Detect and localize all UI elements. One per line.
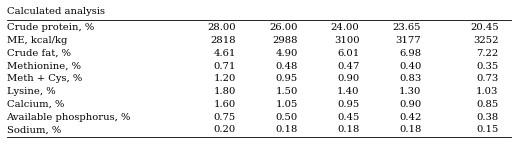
Text: 0.45: 0.45 [337, 113, 359, 122]
Text: Calculated analysis: Calculated analysis [7, 7, 105, 16]
Text: 0.18: 0.18 [337, 125, 359, 134]
Text: 3252: 3252 [473, 36, 499, 45]
Text: 0.38: 0.38 [477, 113, 499, 122]
Text: 0.20: 0.20 [213, 125, 236, 134]
Text: Methionine, %: Methionine, % [7, 62, 80, 70]
Text: Meth + Cys, %: Meth + Cys, % [7, 74, 82, 83]
Text: 24.00: 24.00 [330, 23, 359, 32]
Text: 6.98: 6.98 [399, 49, 421, 58]
Text: 1.30: 1.30 [399, 87, 421, 96]
Text: 3177: 3177 [396, 36, 421, 45]
Text: 0.50: 0.50 [276, 113, 298, 122]
Text: 1.60: 1.60 [213, 100, 236, 109]
Text: 0.18: 0.18 [399, 125, 421, 134]
Text: 28.00: 28.00 [207, 23, 236, 32]
Text: Crude fat, %: Crude fat, % [7, 49, 70, 58]
Text: 26.00: 26.00 [269, 23, 298, 32]
Text: 23.65: 23.65 [393, 23, 421, 32]
Text: 0.35: 0.35 [477, 62, 499, 70]
Text: 4.90: 4.90 [275, 49, 298, 58]
Text: 0.73: 0.73 [477, 74, 499, 83]
Text: 0.71: 0.71 [213, 62, 236, 70]
Text: 20.45: 20.45 [470, 23, 499, 32]
Text: 7.22: 7.22 [477, 49, 499, 58]
Text: Calcium, %: Calcium, % [7, 100, 64, 109]
Text: ME, kcal/kg: ME, kcal/kg [7, 36, 67, 45]
Text: 0.90: 0.90 [399, 100, 421, 109]
Text: 0.42: 0.42 [399, 113, 421, 122]
Text: 1.80: 1.80 [213, 87, 236, 96]
Text: Lysine, %: Lysine, % [7, 87, 55, 96]
Text: Crude protein, %: Crude protein, % [7, 23, 94, 32]
Text: 1.50: 1.50 [275, 87, 298, 96]
Text: 0.40: 0.40 [399, 62, 421, 70]
Text: 0.18: 0.18 [275, 125, 298, 134]
Text: 6.01: 6.01 [337, 49, 359, 58]
Text: 0.48: 0.48 [275, 62, 298, 70]
Text: 0.90: 0.90 [337, 74, 359, 83]
Text: 1.40: 1.40 [337, 87, 359, 96]
Text: Available phosphorus, %: Available phosphorus, % [7, 113, 131, 122]
Text: 2988: 2988 [272, 36, 298, 45]
Text: 4.61: 4.61 [213, 49, 236, 58]
Text: 1.20: 1.20 [213, 74, 236, 83]
Text: 0.85: 0.85 [477, 100, 499, 109]
Text: 2818: 2818 [210, 36, 236, 45]
Text: 3100: 3100 [334, 36, 359, 45]
Text: 0.95: 0.95 [337, 100, 359, 109]
Text: 0.83: 0.83 [399, 74, 421, 83]
Text: 0.15: 0.15 [476, 125, 499, 134]
Text: 0.75: 0.75 [213, 113, 236, 122]
Text: 0.47: 0.47 [337, 62, 359, 70]
Text: 1.03: 1.03 [476, 87, 499, 96]
Text: Sodium, %: Sodium, % [7, 125, 61, 134]
Text: 0.95: 0.95 [276, 74, 298, 83]
Text: 1.05: 1.05 [275, 100, 298, 109]
